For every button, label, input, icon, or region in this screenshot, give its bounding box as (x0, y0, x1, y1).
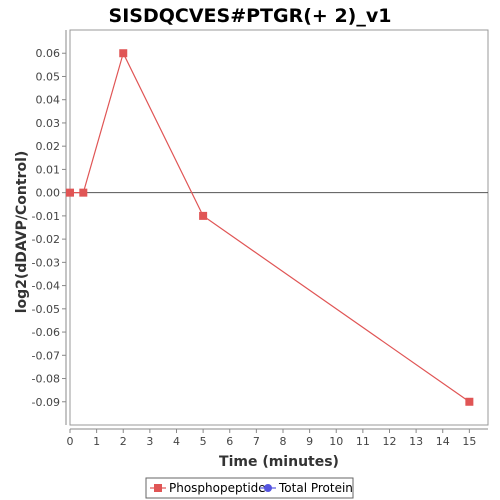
y-axis-title: log2(dDAVP/Control) (14, 151, 30, 314)
x-tick-label: 2 (120, 435, 127, 448)
x-tick-label: 13 (409, 435, 423, 448)
x-tick-label: 0 (67, 435, 74, 448)
legend-box (145, 477, 354, 499)
legend-label: Total Protein (278, 481, 353, 495)
chart-title: SISDQCVES#PTGR(+ 2)_v1 (109, 5, 392, 27)
y-tick-label: -0.09 (32, 396, 60, 409)
y-tick-label: -0.03 (32, 256, 60, 269)
x-tick-label: 8 (279, 435, 286, 448)
x-tick-label: 6 (226, 435, 233, 448)
x-tick-label: 5 (200, 435, 207, 448)
legend: Phosphopeptide Total Protein (145, 477, 354, 499)
data-point (465, 397, 474, 406)
series-layer (66, 49, 474, 406)
plot-area (69, 29, 489, 426)
legend-label: Phosphopeptide (169, 481, 266, 495)
data-point (79, 188, 88, 197)
x-tick-label: 15 (462, 435, 476, 448)
legend-marker (264, 484, 272, 492)
y-tick-label: -0.05 (32, 303, 60, 316)
y-tick-label: 0.01 (36, 163, 61, 176)
data-point (119, 49, 128, 58)
x-tick-label: 3 (146, 435, 153, 448)
y-tick-label: 0.03 (36, 117, 61, 130)
x-tick-label: 1 (93, 435, 100, 448)
y-tick-label: -0.01 (32, 210, 60, 223)
y-tick-label: 0.06 (36, 47, 61, 60)
x-axis-title: Time (minutes) (219, 454, 339, 470)
y-tick-label: 0.05 (36, 70, 61, 83)
y-axis: 0.06 0.05 0.04 0.03 0.02 0.01 0.00 -0.01 -0.02 -0… (32, 30, 67, 425)
y-tick-label: -0.06 (32, 326, 60, 339)
x-tick-label: 9 (306, 435, 313, 448)
y-tick-label: -0.04 (32, 280, 60, 293)
x-tick-label: 11 (356, 435, 370, 448)
y-tick-label: 0.00 (36, 187, 61, 200)
legend-marker (154, 484, 162, 492)
x-tick-label: 10 (329, 435, 343, 448)
y-tick-label: 0.02 (36, 140, 61, 153)
y-tick-label: -0.07 (32, 349, 60, 362)
y-tick-label: -0.08 (32, 373, 60, 386)
y-tick-label: -0.02 (32, 233, 60, 246)
data-point (66, 188, 74, 197)
x-tick-label: 14 (436, 435, 450, 448)
x-tick-label: 7 (253, 435, 260, 448)
x-tick-label: 12 (382, 435, 396, 448)
data-point (199, 211, 208, 220)
plot-frame (69, 29, 489, 426)
x-tick-label: 4 (173, 435, 180, 448)
x-axis: 0 1 2 3 4 5 6 7 8 9 10 11 12 13 14 15 (67, 428, 488, 448)
y-tick-label: 0.04 (36, 94, 61, 107)
